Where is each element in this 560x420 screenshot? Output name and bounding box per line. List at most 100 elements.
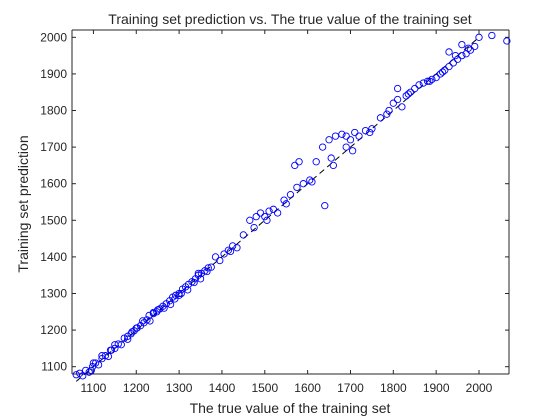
data-point	[204, 264, 212, 272]
x-axis-label: The true value of the training set	[190, 400, 391, 416]
x-tick-label: 2000	[466, 381, 493, 395]
data-point	[143, 316, 151, 324]
data-point	[368, 125, 376, 133]
y-tick-label: 1200	[40, 323, 67, 337]
data-point	[411, 84, 419, 93]
data-point	[98, 352, 106, 360]
data-point	[308, 178, 316, 186]
data-point	[466, 46, 475, 54]
data-point	[82, 366, 90, 374]
y-tick-label: 2000	[40, 30, 67, 44]
x-tick-label: 1700	[337, 381, 364, 395]
data-point	[351, 128, 359, 137]
data-point	[106, 346, 115, 354]
data-point	[293, 183, 301, 192]
data-point	[426, 77, 434, 85]
data-point	[282, 200, 290, 208]
data-point	[464, 44, 472, 52]
data-point	[393, 95, 402, 104]
data-point	[101, 352, 110, 360]
x-tick-label: 1200	[123, 381, 150, 395]
data-point	[295, 158, 303, 166]
data-point	[441, 66, 449, 74]
x-tick-label: 1900	[423, 381, 450, 395]
data-point	[146, 317, 154, 325]
data-point	[458, 40, 466, 49]
data-point	[269, 205, 278, 213]
data-point	[299, 180, 308, 188]
data-point	[171, 295, 179, 303]
data-point	[348, 147, 357, 155]
data-point	[280, 196, 288, 204]
data-point	[325, 136, 333, 144]
y-tick-label: 1100	[41, 360, 67, 374]
data-point	[226, 247, 235, 256]
data-point	[216, 256, 224, 265]
plot-area: 1100 1200 1300 1400 1500 1600 1700 1800 1900 2000…	[40, 29, 511, 395]
data-point	[436, 70, 445, 78]
data-point	[177, 289, 185, 298]
x-tick-label: 1600	[294, 381, 321, 395]
x-tick-label: 1300	[166, 381, 193, 395]
data-point	[184, 286, 192, 294]
data-point	[398, 103, 406, 111]
data-point	[342, 132, 350, 140]
data-point	[239, 231, 248, 239]
data-point	[85, 368, 93, 376]
data-point	[94, 361, 103, 369]
data-point	[475, 33, 483, 41]
data-point	[376, 114, 385, 122]
data-point	[207, 263, 215, 271]
data-point	[438, 68, 447, 76]
chart-title: Training set prediction vs. The true val…	[108, 11, 472, 27]
data-point	[166, 300, 175, 309]
x-tick-label: 1400	[209, 381, 236, 395]
data-point	[306, 176, 314, 184]
data-point	[445, 48, 453, 56]
data-point	[128, 328, 136, 336]
data-point	[261, 212, 269, 221]
data-point	[451, 51, 460, 60]
data-point	[321, 202, 329, 210]
data-point	[445, 62, 453, 71]
data-point	[250, 223, 258, 232]
data-point	[389, 99, 397, 107]
data-point	[139, 317, 147, 325]
data-point	[194, 269, 203, 278]
data-point	[175, 291, 183, 299]
data-point	[132, 324, 140, 332]
data-point	[361, 126, 370, 135]
data-point	[89, 359, 98, 367]
y-tick-label: 1300	[40, 286, 67, 300]
data-point	[87, 366, 95, 374]
data-point	[329, 161, 337, 170]
data-point	[211, 253, 220, 261]
data-point	[233, 244, 241, 252]
data-point	[402, 92, 410, 100]
data-point	[318, 143, 327, 151]
x-tick-label: 1100	[81, 381, 107, 395]
data-point	[154, 306, 162, 314]
data-point	[338, 130, 346, 138]
data-point	[404, 90, 412, 98]
data-point	[220, 250, 228, 258]
data-point	[432, 73, 440, 82]
data-point	[488, 31, 496, 40]
data-point	[423, 77, 432, 85]
data-point	[246, 216, 254, 224]
data-point	[286, 191, 295, 199]
data-point	[203, 267, 211, 276]
data-point	[273, 209, 282, 217]
data-point	[327, 154, 335, 162]
y-tick-label: 1600	[40, 177, 67, 191]
data-point	[111, 341, 119, 349]
data-point	[503, 37, 511, 45]
data-point	[265, 207, 273, 215]
data-point	[149, 308, 158, 317]
data-point	[252, 212, 260, 221]
data-point	[263, 216, 271, 224]
data-point	[312, 158, 320, 166]
y-tick-label: 1500	[40, 213, 67, 227]
